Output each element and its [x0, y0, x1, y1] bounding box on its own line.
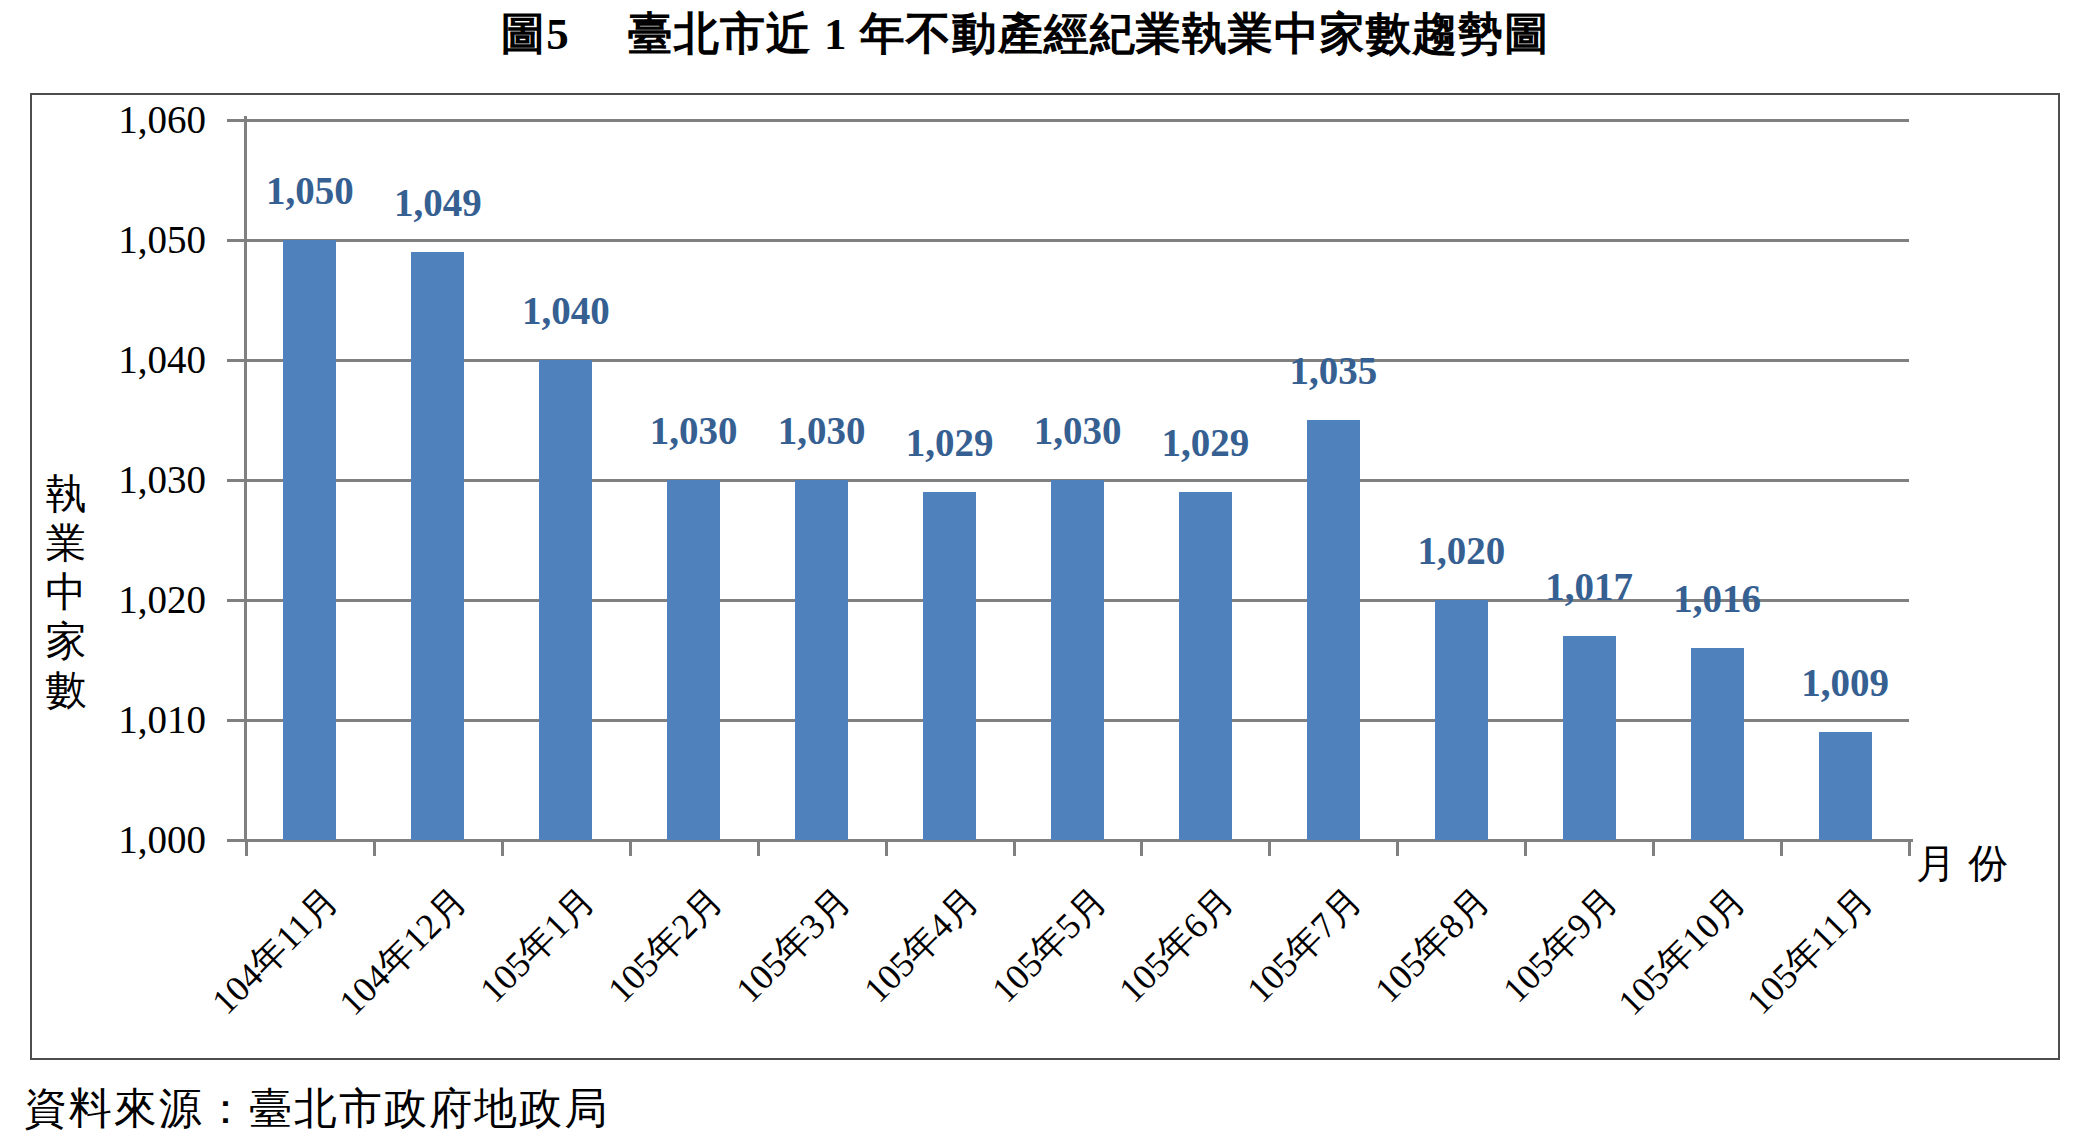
source-note: 資料來源：臺北市政府地政局	[24, 1080, 609, 1138]
y-axis-tick	[227, 839, 247, 842]
y-axis-tick	[227, 479, 247, 482]
chart-title-prefix: 圖5	[500, 9, 570, 59]
y-axis-tick	[227, 719, 247, 722]
y-axis-title: 執業中家數	[38, 470, 94, 715]
bar	[1051, 480, 1104, 840]
x-axis-tick	[629, 840, 632, 856]
x-axis-tick	[1524, 840, 1527, 856]
y-axis-title-char: 執	[38, 470, 94, 519]
bar	[795, 480, 848, 840]
bar	[1819, 732, 1872, 840]
y-axis-title-char: 家	[38, 617, 94, 666]
x-axis-tick	[1140, 840, 1143, 856]
x-axis-title: 月份	[1916, 836, 2020, 891]
y-tick-label: 1,050	[26, 219, 206, 261]
chart-title-text: 臺北市近 1 年不動產經紀業執業中家數趨勢圖	[628, 9, 1550, 59]
chart-title: 圖5 臺北市近 1 年不動產經紀業執業中家數趨勢圖	[0, 4, 2050, 64]
bar-value-label: 1,029	[1095, 422, 1315, 464]
y-axis-tick	[227, 119, 247, 122]
x-axis-tick	[373, 840, 376, 856]
x-axis-tick	[885, 840, 888, 856]
bar	[1179, 492, 1232, 840]
gridline	[246, 239, 1909, 242]
bar	[1307, 420, 1360, 840]
x-axis-tick	[1396, 840, 1399, 856]
x-axis-tick	[1908, 840, 1911, 856]
bar	[411, 252, 464, 840]
y-axis-title-char: 業	[38, 519, 94, 568]
x-axis-tick	[1013, 840, 1016, 856]
bar	[283, 240, 336, 840]
x-axis-tick	[1652, 840, 1655, 856]
gridline	[246, 359, 1909, 362]
y-axis-tick	[227, 599, 247, 602]
chart-page: 圖5 臺北市近 1 年不動產經紀業執業中家數趨勢圖 1,060 1,050 1,040…	[0, 0, 2094, 1145]
bar-value-label: 1,040	[456, 290, 676, 332]
x-axis-tick	[245, 840, 248, 856]
y-axis-tick	[227, 239, 247, 242]
x-axis-tick	[757, 840, 760, 856]
x-axis-tick	[501, 840, 504, 856]
x-axis-tick	[1780, 840, 1783, 856]
bar-value-label: 1,016	[1607, 578, 1827, 620]
bar-value-label: 1,049	[328, 182, 548, 224]
gridline	[246, 119, 1909, 122]
y-axis-title-char: 數	[38, 666, 94, 715]
bar	[1435, 600, 1488, 840]
bar	[1563, 636, 1616, 840]
y-axis-tick	[227, 359, 247, 362]
bar-value-label: 1,009	[1735, 662, 1955, 704]
bar	[667, 480, 720, 840]
y-tick-label: 1,040	[26, 339, 206, 381]
y-tick-label: 1,000	[26, 819, 206, 861]
bar-value-label: 1,035	[1223, 350, 1443, 392]
y-axis-title-char: 中	[38, 568, 94, 617]
x-axis-tick	[1268, 840, 1271, 856]
y-tick-label: 1,060	[26, 99, 206, 141]
bar	[923, 492, 976, 840]
